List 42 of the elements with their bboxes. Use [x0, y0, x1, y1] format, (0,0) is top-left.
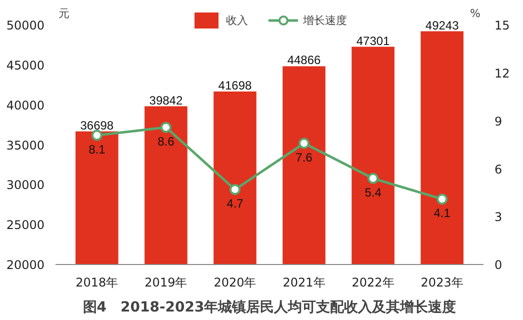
data-label: 7.6	[296, 150, 313, 164]
point	[91, 130, 102, 141]
y2-tick-label: 6	[494, 162, 502, 176]
y-tick-label: 45000	[6, 58, 45, 73]
point	[229, 184, 240, 196]
x-tick-label: 2023年	[420, 276, 464, 290]
x-tick-label: 2021年	[282, 276, 326, 290]
data-label: 8.6	[158, 134, 175, 148]
y-tick-label: 50000	[6, 18, 45, 33]
y-tick-label: 40000	[6, 98, 45, 112]
y2-tick-label: 0	[494, 258, 502, 272]
x-tick-label: 2018年	[76, 276, 118, 290]
y-tick-label: 25000	[6, 218, 45, 232]
point	[436, 194, 448, 205]
data-label: 4.1	[434, 206, 451, 220]
data-label: 49243	[425, 18, 460, 32]
data-label: 47301	[356, 34, 390, 48]
y-tick-label: 30000	[6, 178, 45, 192]
data-label: 5.4	[364, 185, 382, 200]
text: 图4 2018-2023年城镇居民人均可支配收入及其增长速度	[82, 298, 456, 316]
data-label: 36698	[80, 118, 114, 132]
x-tick-label: 2019年	[144, 276, 188, 290]
y2-tick-label: 15	[494, 18, 510, 33]
y2-axis-title: %	[470, 7, 480, 20]
legend-label: 增长速度	[303, 12, 347, 28]
data-label: 4.7	[226, 196, 244, 211]
data-label: 44866	[287, 53, 322, 68]
y-axis-title: 元	[58, 7, 70, 20]
y-tick-label: 35000	[6, 138, 45, 152]
y2-tick-label: 9	[494, 114, 502, 128]
x-tick-label: 2022年	[352, 276, 394, 290]
data-label: 8.1	[88, 142, 106, 156]
y2-tick-label: 3	[494, 210, 502, 224]
y2-tick-label: 12	[494, 66, 510, 81]
point	[368, 172, 379, 184]
y-tick-label: 20000	[6, 258, 45, 272]
point	[298, 138, 310, 149]
data-label: 39842	[149, 93, 183, 108]
data-label: 41698	[218, 78, 252, 92]
legend-label: 收入	[226, 12, 248, 28]
x-tick-label: 2020年	[214, 276, 256, 290]
point	[160, 122, 172, 133]
